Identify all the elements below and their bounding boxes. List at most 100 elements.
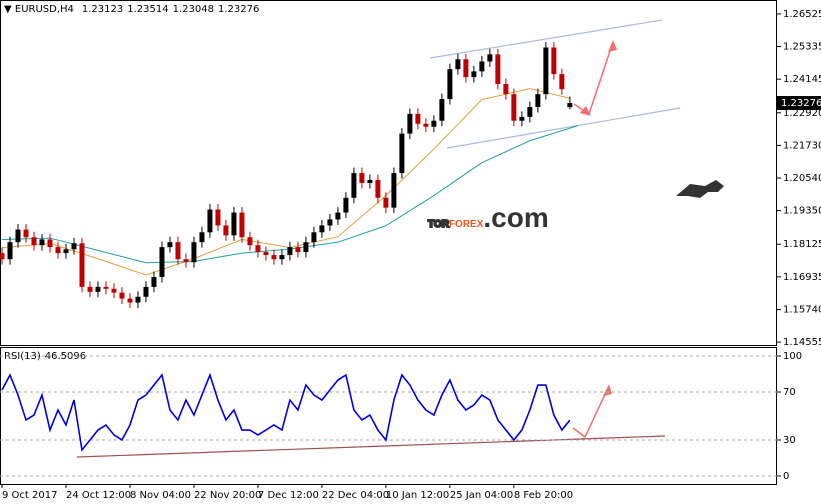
candle-body: [447, 69, 453, 100]
candle-body: [527, 107, 533, 117]
candle-body: [327, 219, 333, 226]
price-panel: [0, 0, 777, 346]
y-tick-label: 1.24145: [783, 74, 821, 85]
rsi-current: 46.5096: [45, 351, 86, 362]
candle-body: [535, 94, 541, 108]
candle-body: [247, 237, 253, 246]
candle-body: [175, 242, 181, 260]
candle-body: [367, 179, 373, 183]
candle-body: [135, 296, 141, 303]
candle-body: [319, 225, 325, 233]
candle-body: [543, 47, 549, 95]
rsi-forecast-arrow: [572, 385, 610, 439]
candle-body: [31, 237, 37, 246]
header-close: 1.23276: [218, 4, 259, 15]
x-tick-label: 22 Nov 20:00: [194, 490, 261, 501]
candle-body: [111, 288, 117, 293]
x-tick-label: 8 Feb 20:00: [514, 490, 573, 501]
chart-header: ▼ EURUSD,H4 1.23123 1.23514 1.23048 1.23276: [4, 4, 259, 15]
x-tick-label: 25 Jan 04:00: [450, 490, 513, 501]
y-tick-label: 30: [783, 435, 796, 446]
x-tick-label: 9 Oct 2017: [2, 490, 57, 501]
candle-body: [207, 209, 213, 233]
candle-body: [95, 286, 101, 292]
current-price: 1.23276: [781, 98, 821, 109]
candle-body: [159, 247, 165, 278]
candle-body: [335, 212, 341, 220]
candle-body: [127, 298, 133, 303]
watermark-prefix: TOR: [428, 219, 450, 230]
candle-body: [343, 197, 349, 213]
candle-body: [215, 209, 221, 226]
candle-body: [439, 99, 445, 121]
price-label-box: [777, 96, 821, 111]
candle-body: [55, 247, 61, 254]
arrow-heads: [580, 40, 617, 116]
y-tick-label: 1.18125: [783, 239, 821, 250]
symbol: EURUSD,H4: [15, 4, 74, 15]
candle-body: [519, 116, 525, 121]
watermark-brand: FOREX: [449, 219, 484, 230]
watermark-suffix: .com: [483, 202, 548, 233]
x-tick-label: 22 Dec 04:00: [322, 490, 389, 501]
candle-body: [455, 59, 461, 70]
channel-lower: [446, 107, 681, 149]
candle-body: [479, 61, 485, 72]
candle-body: [351, 173, 357, 198]
candle-body: [383, 197, 389, 208]
candle-body: [0, 253, 5, 260]
candle-body: [287, 247, 293, 256]
candle-body: [7, 242, 13, 260]
candle-body: [487, 54, 493, 62]
candle-body: [167, 242, 173, 248]
candle-body: [551, 47, 557, 75]
candle-body: [191, 242, 197, 263]
rsi-arrow-head: [603, 384, 612, 396]
y-tick-label: 70: [783, 387, 796, 398]
x-tick-label: 24 Oct 12:00: [66, 490, 131, 501]
candle-body: [279, 255, 285, 260]
candle-body: [79, 243, 85, 287]
y-tick-label: 1.16935: [783, 272, 821, 283]
x-tick-label: 7 Dec 12:00: [258, 490, 319, 501]
header-high: 1.23514: [127, 4, 168, 15]
candle-body: [71, 243, 77, 250]
candle-body: [15, 229, 21, 243]
candle-body: [415, 113, 421, 124]
header-open: 1.23123: [82, 4, 123, 15]
x-tick-label: 8 Nov 04:00: [130, 490, 191, 501]
candle-body: [87, 286, 93, 292]
candle-body: [431, 120, 437, 127]
candle-body: [559, 74, 565, 90]
candle-body: [495, 54, 501, 84]
y-tick-label: 1.15740: [783, 305, 821, 316]
candle-body: [239, 212, 245, 238]
candle-body: [303, 242, 309, 253]
y-tick-label: 1.21730: [783, 140, 821, 151]
y-tick-label: 1.22920: [783, 108, 821, 119]
candle-body: [63, 249, 69, 254]
candle-body: [39, 239, 45, 246]
x-tick-label: 10 Jan 12:00: [386, 490, 449, 501]
candle-body: [231, 212, 237, 236]
candle-body: [391, 173, 397, 208]
candle-body: [143, 286, 149, 297]
y-tick-label: 1.19350: [783, 206, 821, 217]
candle-body: [407, 113, 413, 134]
y-tick-label: 1.26525: [783, 9, 821, 20]
candle-body: [471, 71, 477, 78]
header-icon: ▼: [4, 4, 15, 15]
channel-upper: [429, 19, 663, 59]
y-tick-label: 1.14555: [783, 337, 821, 348]
rsi-panel: [0, 347, 777, 485]
y-tick-label: 1.20540: [783, 173, 821, 184]
candle-body: [311, 232, 317, 243]
candle-body: [567, 103, 573, 108]
candle-body: [23, 229, 29, 238]
candle-body: [503, 83, 509, 95]
candle-body: [463, 59, 469, 78]
candle-body: [151, 277, 157, 287]
candle-body: [103, 286, 109, 289]
